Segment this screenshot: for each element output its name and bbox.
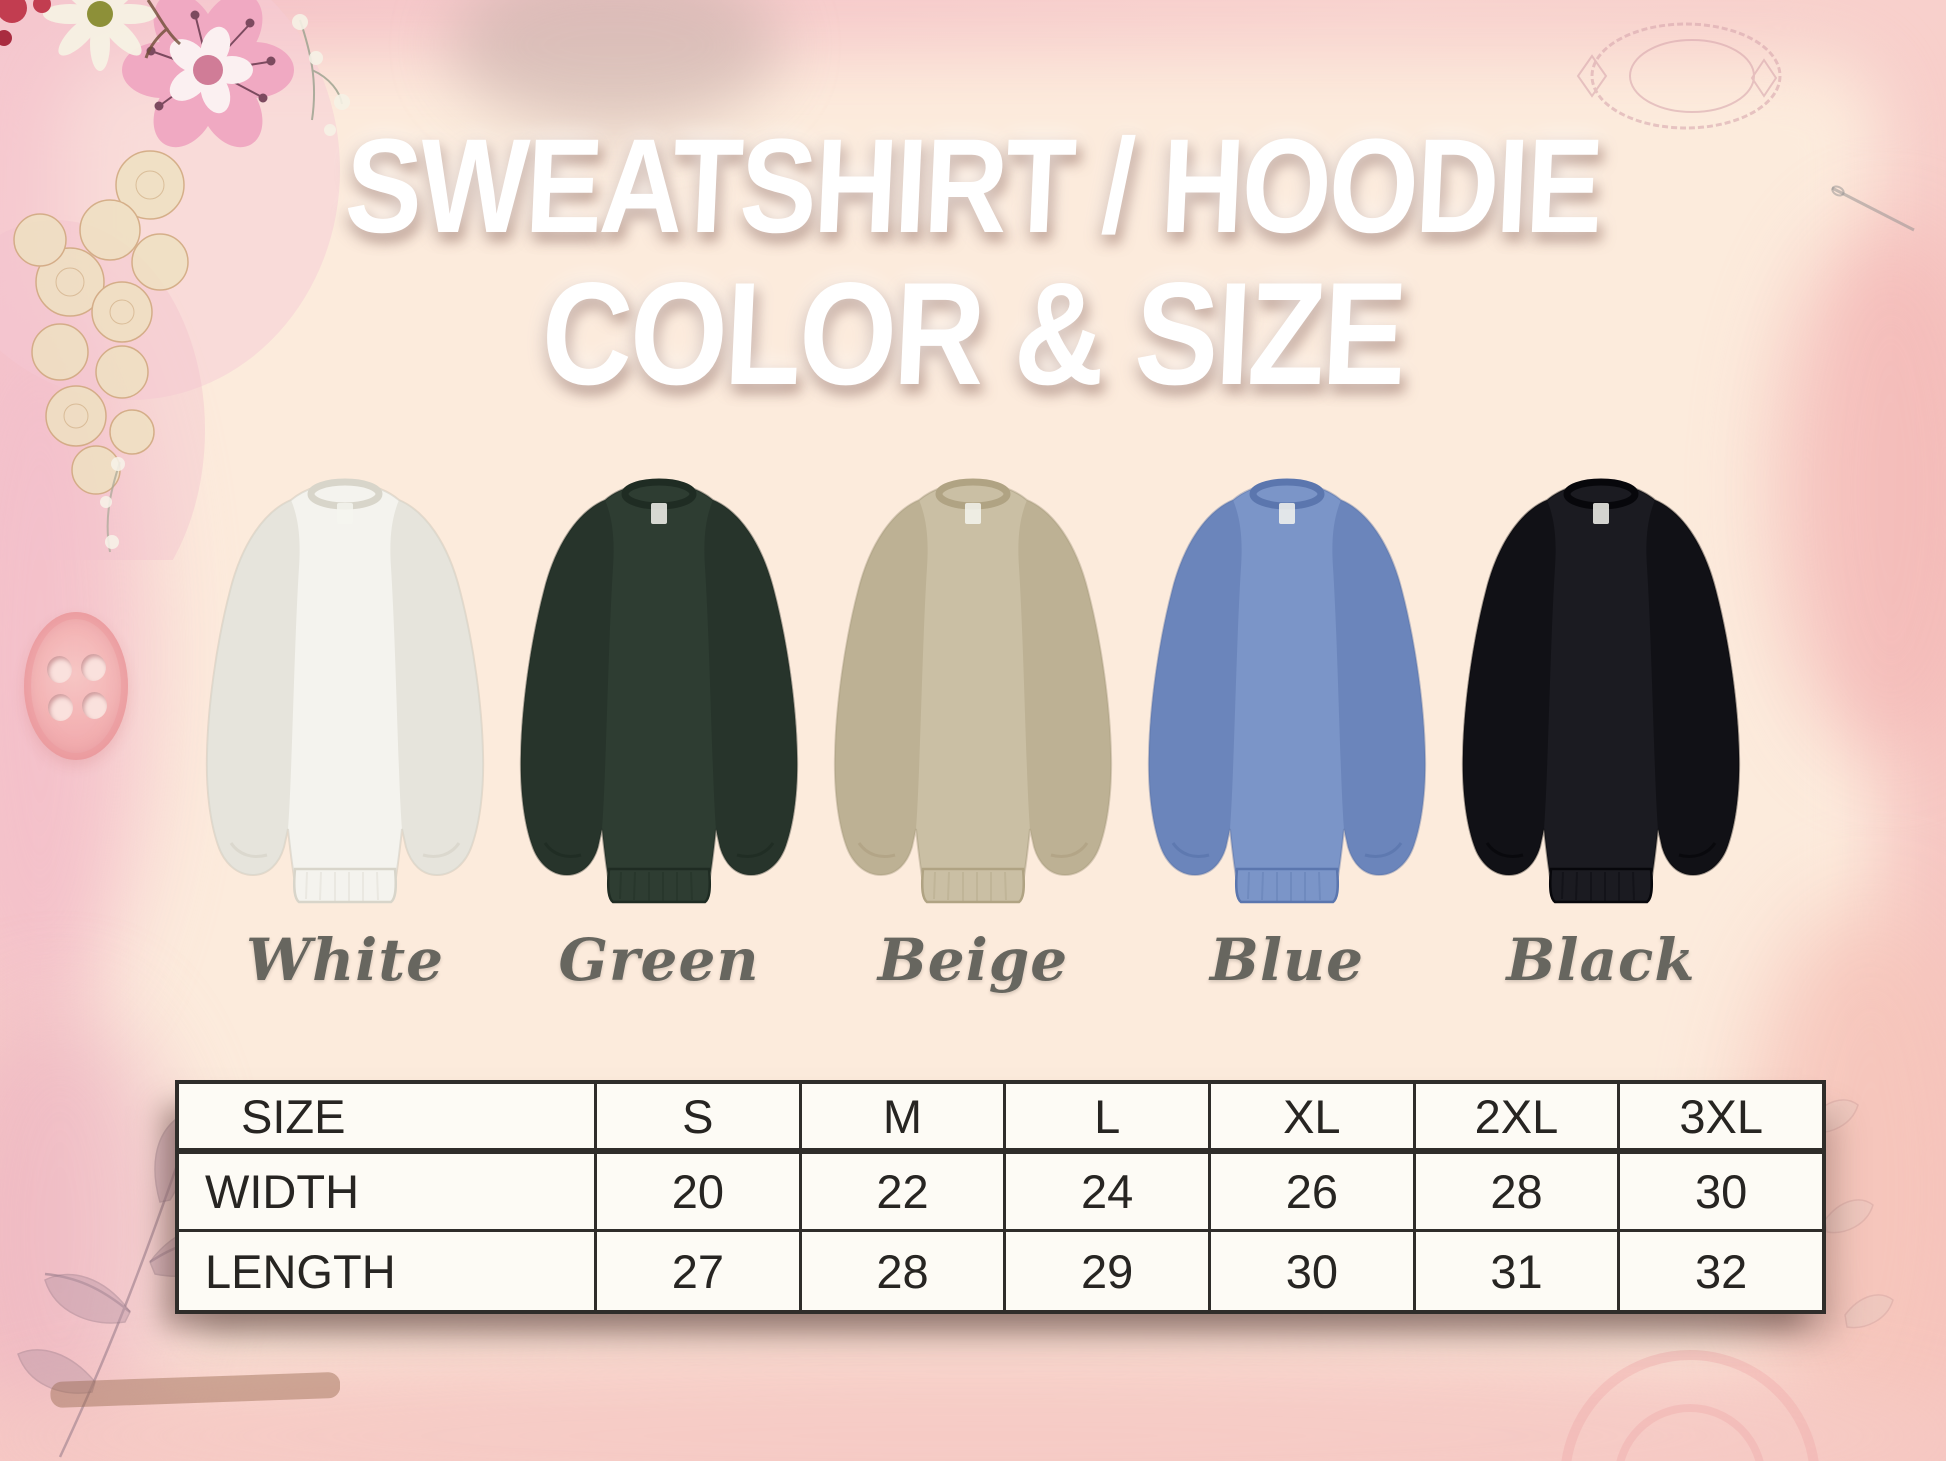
table-cell: 27 bbox=[594, 1232, 799, 1310]
sweatshirt-image-white bbox=[195, 442, 495, 922]
color-options-row: White Green Beige Blue Black bbox=[0, 442, 1946, 994]
sweatshirt-image-black bbox=[1451, 442, 1751, 922]
table-cell: 24 bbox=[1003, 1154, 1208, 1232]
color-label: Black bbox=[1506, 926, 1696, 994]
size-chart-table: SIZE S M L XL 2XL 3XL WIDTH 20 22 24 26 … bbox=[175, 1080, 1826, 1314]
title-line-2: COLOR & SIZE bbox=[538, 252, 1408, 416]
table-cell: 30 bbox=[1208, 1232, 1413, 1310]
color-option-black: Black bbox=[1451, 442, 1751, 994]
table-col-header: 3XL bbox=[1617, 1084, 1822, 1154]
table-cell: 29 bbox=[1003, 1232, 1208, 1310]
table-corner-header: SIZE bbox=[179, 1084, 594, 1154]
color-label: Green bbox=[558, 926, 760, 994]
left-lower-pink-wash bbox=[0, 1000, 180, 1460]
bottom-pink-wash bbox=[0, 1341, 1946, 1461]
color-label: White bbox=[245, 926, 445, 994]
taupe-cloud-wash bbox=[450, 0, 780, 130]
table-col-header: 2XL bbox=[1412, 1084, 1618, 1154]
color-option-green: Green bbox=[509, 442, 809, 994]
color-label: Blue bbox=[1209, 926, 1365, 994]
color-option-white: White bbox=[195, 442, 495, 994]
table-cell: 20 bbox=[594, 1154, 799, 1232]
table-cell: 31 bbox=[1412, 1232, 1618, 1310]
table-col-header: M bbox=[798, 1084, 1004, 1154]
color-label: Beige bbox=[877, 926, 1069, 994]
wooden-strip-decoration bbox=[50, 1372, 340, 1408]
page-title: SWEATSHIRT / HOODIE COLOR & SIZE bbox=[0, 112, 1946, 416]
white-sprig bbox=[299, 19, 343, 121]
title-line-1: SWEATSHIRT / HOODIE bbox=[342, 112, 1604, 261]
sweatshirt-image-green bbox=[509, 442, 809, 922]
sweatshirt-image-blue bbox=[1137, 442, 1437, 922]
twig-sketch bbox=[144, 0, 181, 59]
table-cell: 32 bbox=[1617, 1232, 1822, 1310]
red-flower-bits bbox=[0, 0, 51, 46]
color-option-beige: Beige bbox=[823, 442, 1123, 994]
white-daisy-icon bbox=[43, 0, 157, 71]
table-cell: 30 bbox=[1617, 1154, 1822, 1232]
table-row-label: LENGTH bbox=[205, 1244, 396, 1298]
table-col-header: L bbox=[1003, 1084, 1208, 1154]
table-cell: 28 bbox=[798, 1232, 1004, 1310]
table-cell: 22 bbox=[798, 1154, 1004, 1232]
table-row-label: WIDTH bbox=[179, 1154, 594, 1232]
table-col-header: S bbox=[594, 1084, 799, 1154]
table-cell: 28 bbox=[1412, 1154, 1618, 1232]
color-option-blue: Blue bbox=[1137, 442, 1437, 994]
sweatshirt-image-beige bbox=[823, 442, 1123, 922]
table-col-header: XL bbox=[1208, 1084, 1413, 1154]
table-cell: 26 bbox=[1208, 1154, 1413, 1232]
